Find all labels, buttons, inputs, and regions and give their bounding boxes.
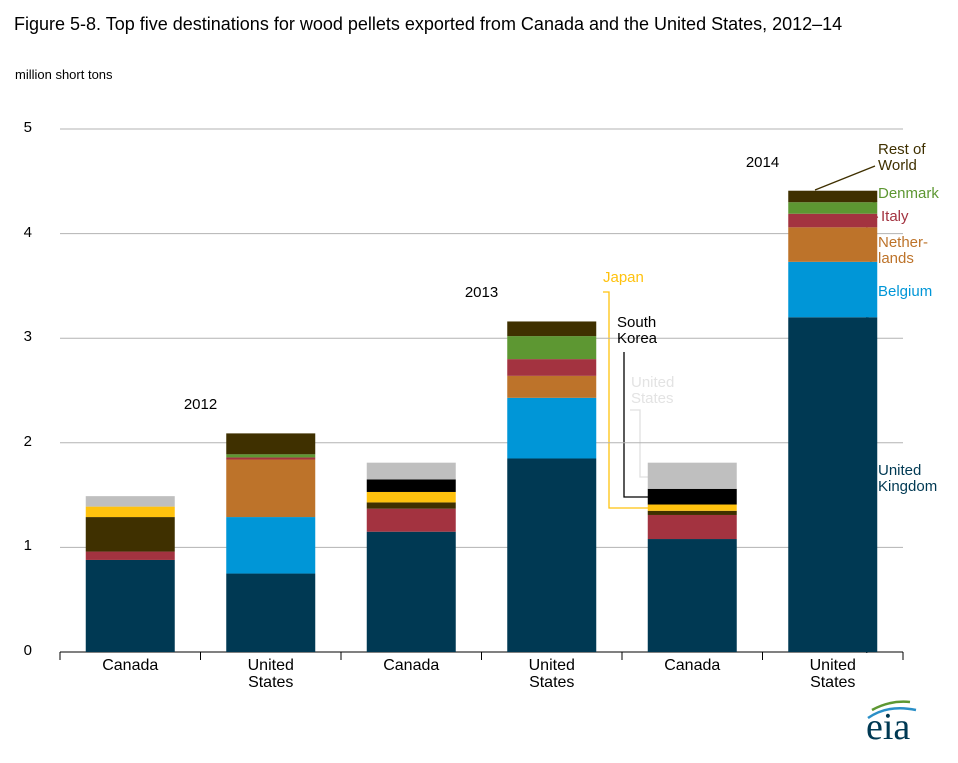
x-tick-label: Canada	[664, 657, 721, 674]
chart-subtitle: million short tons	[15, 67, 113, 82]
series-label: South Korea	[617, 314, 658, 347]
series-label: United Kingdom	[878, 462, 938, 495]
y-tick-label: 0	[23, 642, 32, 659]
bar-segment	[226, 457, 316, 460]
bar-segment	[226, 454, 316, 458]
series-label: Denmark	[878, 185, 939, 202]
bar-segment	[507, 397, 597, 459]
bar-segment	[788, 227, 878, 262]
bar-segment	[788, 317, 878, 652]
series-label: Belgium	[878, 283, 933, 300]
x-tick-label: United States	[809, 657, 856, 691]
bar-segment	[85, 551, 175, 560]
bar-segment	[647, 510, 737, 515]
bar-segment	[507, 336, 597, 360]
bar-segment	[226, 517, 316, 574]
y-tick-label: 1	[23, 537, 32, 555]
x-tick-label: Canada	[383, 657, 440, 674]
bar-segment	[366, 479, 456, 492]
group-label: 2012	[183, 396, 218, 414]
bar-segment	[85, 496, 175, 507]
bar-segment	[788, 213, 878, 228]
bar-segment	[226, 573, 316, 652]
bar-segment	[226, 433, 316, 455]
y-tick-label: 3	[23, 328, 32, 346]
x-tick-label: United States	[247, 657, 294, 691]
bar-segment	[366, 462, 456, 480]
bar-segment	[647, 462, 737, 489]
bar-segment	[366, 491, 456, 503]
series-label: United States	[631, 374, 675, 407]
y-tick-label: 2	[23, 432, 32, 450]
bar-segment	[85, 506, 175, 518]
x-tick-label: Canada	[102, 657, 159, 674]
bar-segment	[788, 202, 878, 214]
bar-segment	[788, 190, 878, 203]
logo-mark	[867, 700, 917, 720]
series-label: Italy	[881, 208, 909, 225]
bar-segment	[788, 261, 878, 318]
series-label: Nether- lands	[878, 234, 929, 267]
bar-segment	[647, 488, 737, 505]
bar-segment	[647, 539, 737, 652]
bar-segment	[647, 504, 737, 511]
series-label: Japan	[603, 269, 644, 286]
bar-segment	[226, 459, 316, 518]
logo: eia	[866, 706, 911, 748]
chart-title: Figure 5-8. Top five destinations for wo…	[14, 14, 843, 34]
bar-segment	[366, 502, 456, 509]
bar-segment	[85, 517, 175, 552]
series-label: Rest of World	[878, 141, 926, 174]
bar-segment	[507, 458, 597, 652]
x-tick-label: United States	[528, 657, 575, 691]
y-tick-label: 5	[23, 119, 32, 136]
bar-segment	[507, 321, 597, 337]
bar-segment	[507, 359, 597, 376]
bar-segment	[366, 531, 456, 652]
bar-segment	[507, 375, 597, 398]
bar-segment	[366, 508, 456, 532]
bar-segment	[85, 559, 175, 652]
bar-segment	[647, 514, 737, 540]
y-tick-label: 4	[23, 223, 32, 241]
group-label: 2014	[745, 153, 780, 171]
group-label: 2013	[464, 284, 499, 302]
